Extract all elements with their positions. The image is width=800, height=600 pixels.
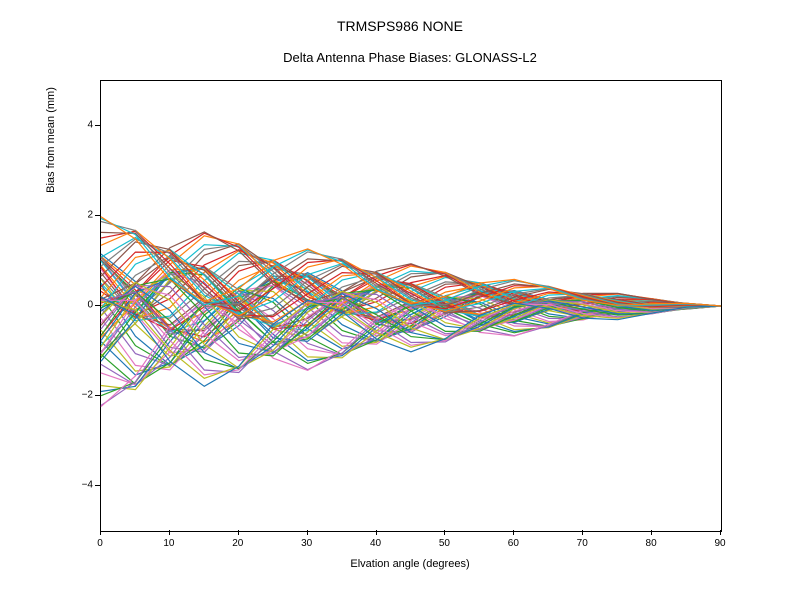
y-tick-mark	[95, 305, 100, 306]
x-tick-label: 20	[232, 538, 243, 549]
y-axis-label: Bias from mean (mm)	[45, 0, 57, 365]
x-tick-label: 60	[508, 538, 519, 549]
x-tick-label: 70	[577, 538, 588, 549]
x-tick-mark	[651, 530, 652, 535]
x-tick-mark	[100, 530, 101, 535]
x-tick-label: 80	[646, 538, 657, 549]
y-tick-mark	[95, 215, 100, 216]
x-tick-label: 0	[97, 538, 103, 549]
x-tick-label: 30	[301, 538, 312, 549]
plot-area	[100, 80, 722, 532]
y-tick-label: 4	[65, 120, 93, 131]
x-tick-label: 10	[163, 538, 174, 549]
y-tick-label: −4	[65, 480, 93, 491]
x-axis-label: Elvation angle (degrees)	[100, 558, 720, 570]
y-tick-mark	[95, 395, 100, 396]
x-tick-label: 40	[370, 538, 381, 549]
y-tick-mark	[95, 125, 100, 126]
x-tick-mark	[444, 530, 445, 535]
chart-supertitle: TRMSPS986 NONE	[0, 18, 800, 34]
x-tick-label: 90	[714, 538, 725, 549]
chart-title: Delta Antenna Phase Biases: GLONASS-L2	[100, 50, 720, 65]
x-tick-mark	[307, 530, 308, 535]
y-tick-mark	[95, 485, 100, 486]
x-tick-mark	[376, 530, 377, 535]
x-tick-label: 50	[439, 538, 450, 549]
x-tick-mark	[720, 530, 721, 535]
x-tick-mark	[513, 530, 514, 535]
x-tick-mark	[238, 530, 239, 535]
y-tick-label: 2	[65, 210, 93, 221]
line-series-svg	[101, 81, 721, 531]
y-tick-label: −2	[65, 390, 93, 401]
x-tick-mark	[582, 530, 583, 535]
y-tick-label: 0	[65, 300, 93, 311]
x-tick-mark	[169, 530, 170, 535]
